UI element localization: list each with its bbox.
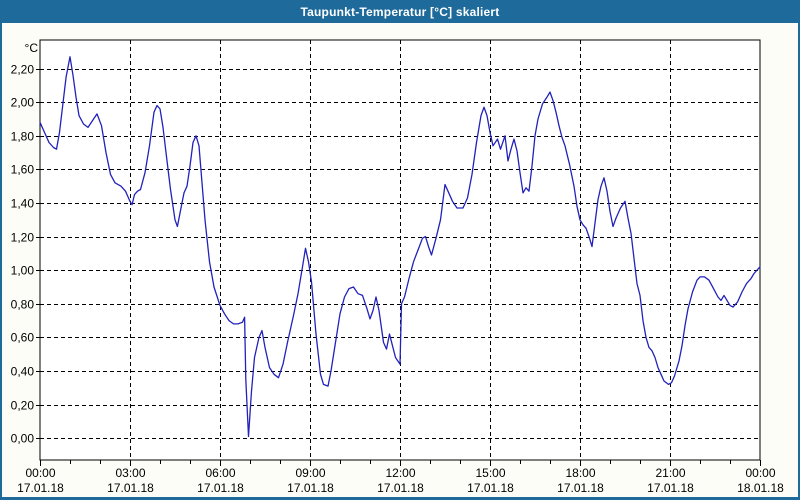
y-tick-label: 1,20: [11, 231, 35, 245]
x-tick-date-label: 17.01.18: [107, 481, 154, 495]
y-tick-label: 0,60: [11, 331, 35, 345]
x-tick-date-label: 17.01.18: [17, 481, 64, 495]
x-tick-time-label: 12:00: [385, 466, 415, 480]
y-tick-label: 1,00: [11, 264, 35, 278]
x-tick-time-label: 18:00: [565, 466, 595, 480]
y-tick-label: 0,80: [11, 298, 35, 312]
x-tick-date-label: 17.01.18: [197, 481, 244, 495]
y-tick-label: 0,00: [11, 432, 35, 446]
x-tick-date-label: 18.01.18: [737, 481, 784, 495]
y-axis-unit-label: °C: [25, 41, 39, 55]
y-tick-label: 2,20: [11, 63, 35, 77]
line-chart: 0,00 0,20 0,40 0,60 0,80 1,00 1,20 1,40 1,60 1,80…: [11, 39, 784, 495]
x-tick-time-label: 06:00: [205, 466, 235, 480]
y-tick-label: 2,00: [11, 96, 35, 110]
chart-area: 0,00 0,20 0,40 0,60 0,80 1,00 1,20 1,40 1,60 1,80…: [2, 23, 798, 497]
title-bar: Taupunkt-Temperatur [°C] skaliert: [2, 0, 798, 23]
x-tick-date-label: 17.01.18: [647, 481, 694, 495]
x-tick-date-label: 17.01.18: [557, 481, 604, 495]
x-tick-time-label: 00:00: [745, 466, 775, 480]
x-tick-date-label: 17.01.18: [287, 481, 334, 495]
y-tick-label: 1,80: [11, 130, 35, 144]
x-tick-time-label: 21:00: [655, 466, 685, 480]
x-tick-date-label: 17.01.18: [467, 481, 514, 495]
x-tick-time-label: 09:00: [295, 466, 325, 480]
x-tick-time-label: 03:00: [115, 466, 145, 480]
chart-title: Taupunkt-Temperatur [°C] skaliert: [300, 4, 500, 19]
x-tick-date-label: 17.01.18: [377, 481, 424, 495]
x-tick-time-label: 00:00: [25, 466, 55, 480]
y-tick-label: 1,60: [11, 163, 35, 177]
series-line: [39, 56, 761, 438]
y-tick-label: 0,20: [11, 399, 35, 413]
x-tick-time-label: 15:00: [475, 466, 505, 480]
y-tick-label: 0,40: [11, 365, 35, 379]
y-tick-label: 1,40: [11, 197, 35, 211]
